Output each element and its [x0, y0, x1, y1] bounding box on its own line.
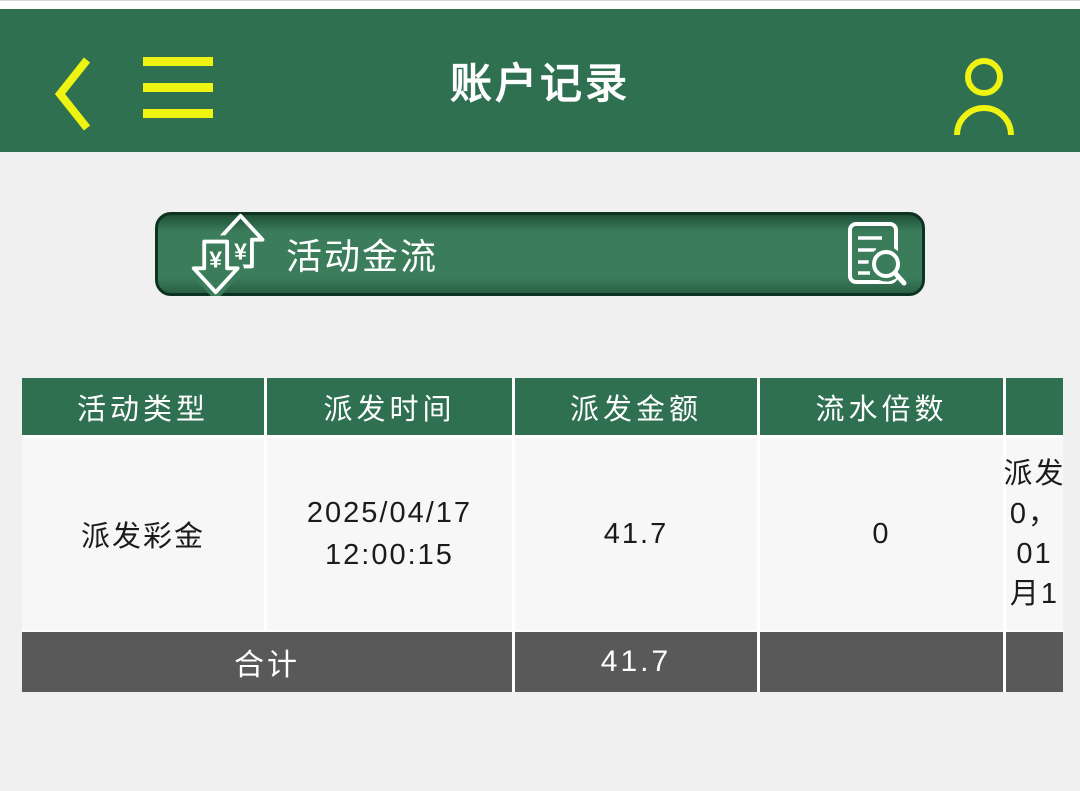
col-header-turnover-multiple: 流水倍数 — [757, 378, 1003, 438]
total-remark-empty — [1003, 630, 1063, 692]
chevron-left-icon — [54, 57, 91, 131]
status-strip — [0, 0, 1080, 9]
table-total-row: 合计 41.7 — [22, 630, 1063, 692]
page-title: 账户记录 — [449, 60, 630, 107]
money-transfer-icon: ¥ ¥ — [187, 213, 265, 296]
dispatch-clock: 12:00:15 — [325, 539, 454, 571]
total-turnover-empty — [757, 630, 1003, 692]
col-header-activity-type: 活动类型 — [22, 378, 264, 438]
col-header-dispatch-amount: 派发金额 — [512, 378, 757, 438]
col-header-remark-clipped — [1003, 378, 1063, 438]
back-button[interactable] — [48, 51, 100, 137]
person-icon — [954, 58, 1014, 136]
table-row: 派发彩金 2025/04/17 12:00:15 41.7 0 派发 0， 01… — [22, 438, 1064, 630]
dispatch-date: 2025/04/17 — [306, 497, 473, 529]
svg-text:¥: ¥ — [234, 239, 247, 265]
table-header-row: 活动类型 派发时间 派发金额 流水倍数 — [22, 378, 1063, 438]
cell-remark-clipped: 派发 0， 01 月1 — [1003, 438, 1064, 630]
svg-text:¥: ¥ — [209, 246, 222, 272]
total-amount: 41.7 — [512, 630, 757, 692]
search-records-icon[interactable] — [846, 221, 908, 287]
cell-activity-type: 派发彩金 — [22, 438, 264, 630]
cell-dispatch-amount: 41.7 — [512, 438, 757, 630]
col-header-dispatch-time: 派发时间 — [264, 378, 512, 438]
app-header: 账户记录 — [0, 9, 1080, 152]
cell-dispatch-time: 2025/04/17 12:00:15 — [264, 438, 512, 630]
activity-flow-label: 活动金流 — [286, 236, 439, 277]
activity-records-table: 活动类型 派发时间 派发金额 流水倍数 派发彩金 2025/04/17 12:0… — [22, 378, 1064, 692]
total-label: 合计 — [22, 630, 512, 692]
menu-button[interactable] — [143, 44, 213, 130]
profile-button[interactable] — [950, 49, 1018, 141]
hamburger-icon — [143, 56, 213, 66]
activity-flow-button[interactable]: ¥ ¥ 活动金流 — [155, 212, 925, 296]
cell-turnover-multiple: 0 — [757, 438, 1003, 630]
